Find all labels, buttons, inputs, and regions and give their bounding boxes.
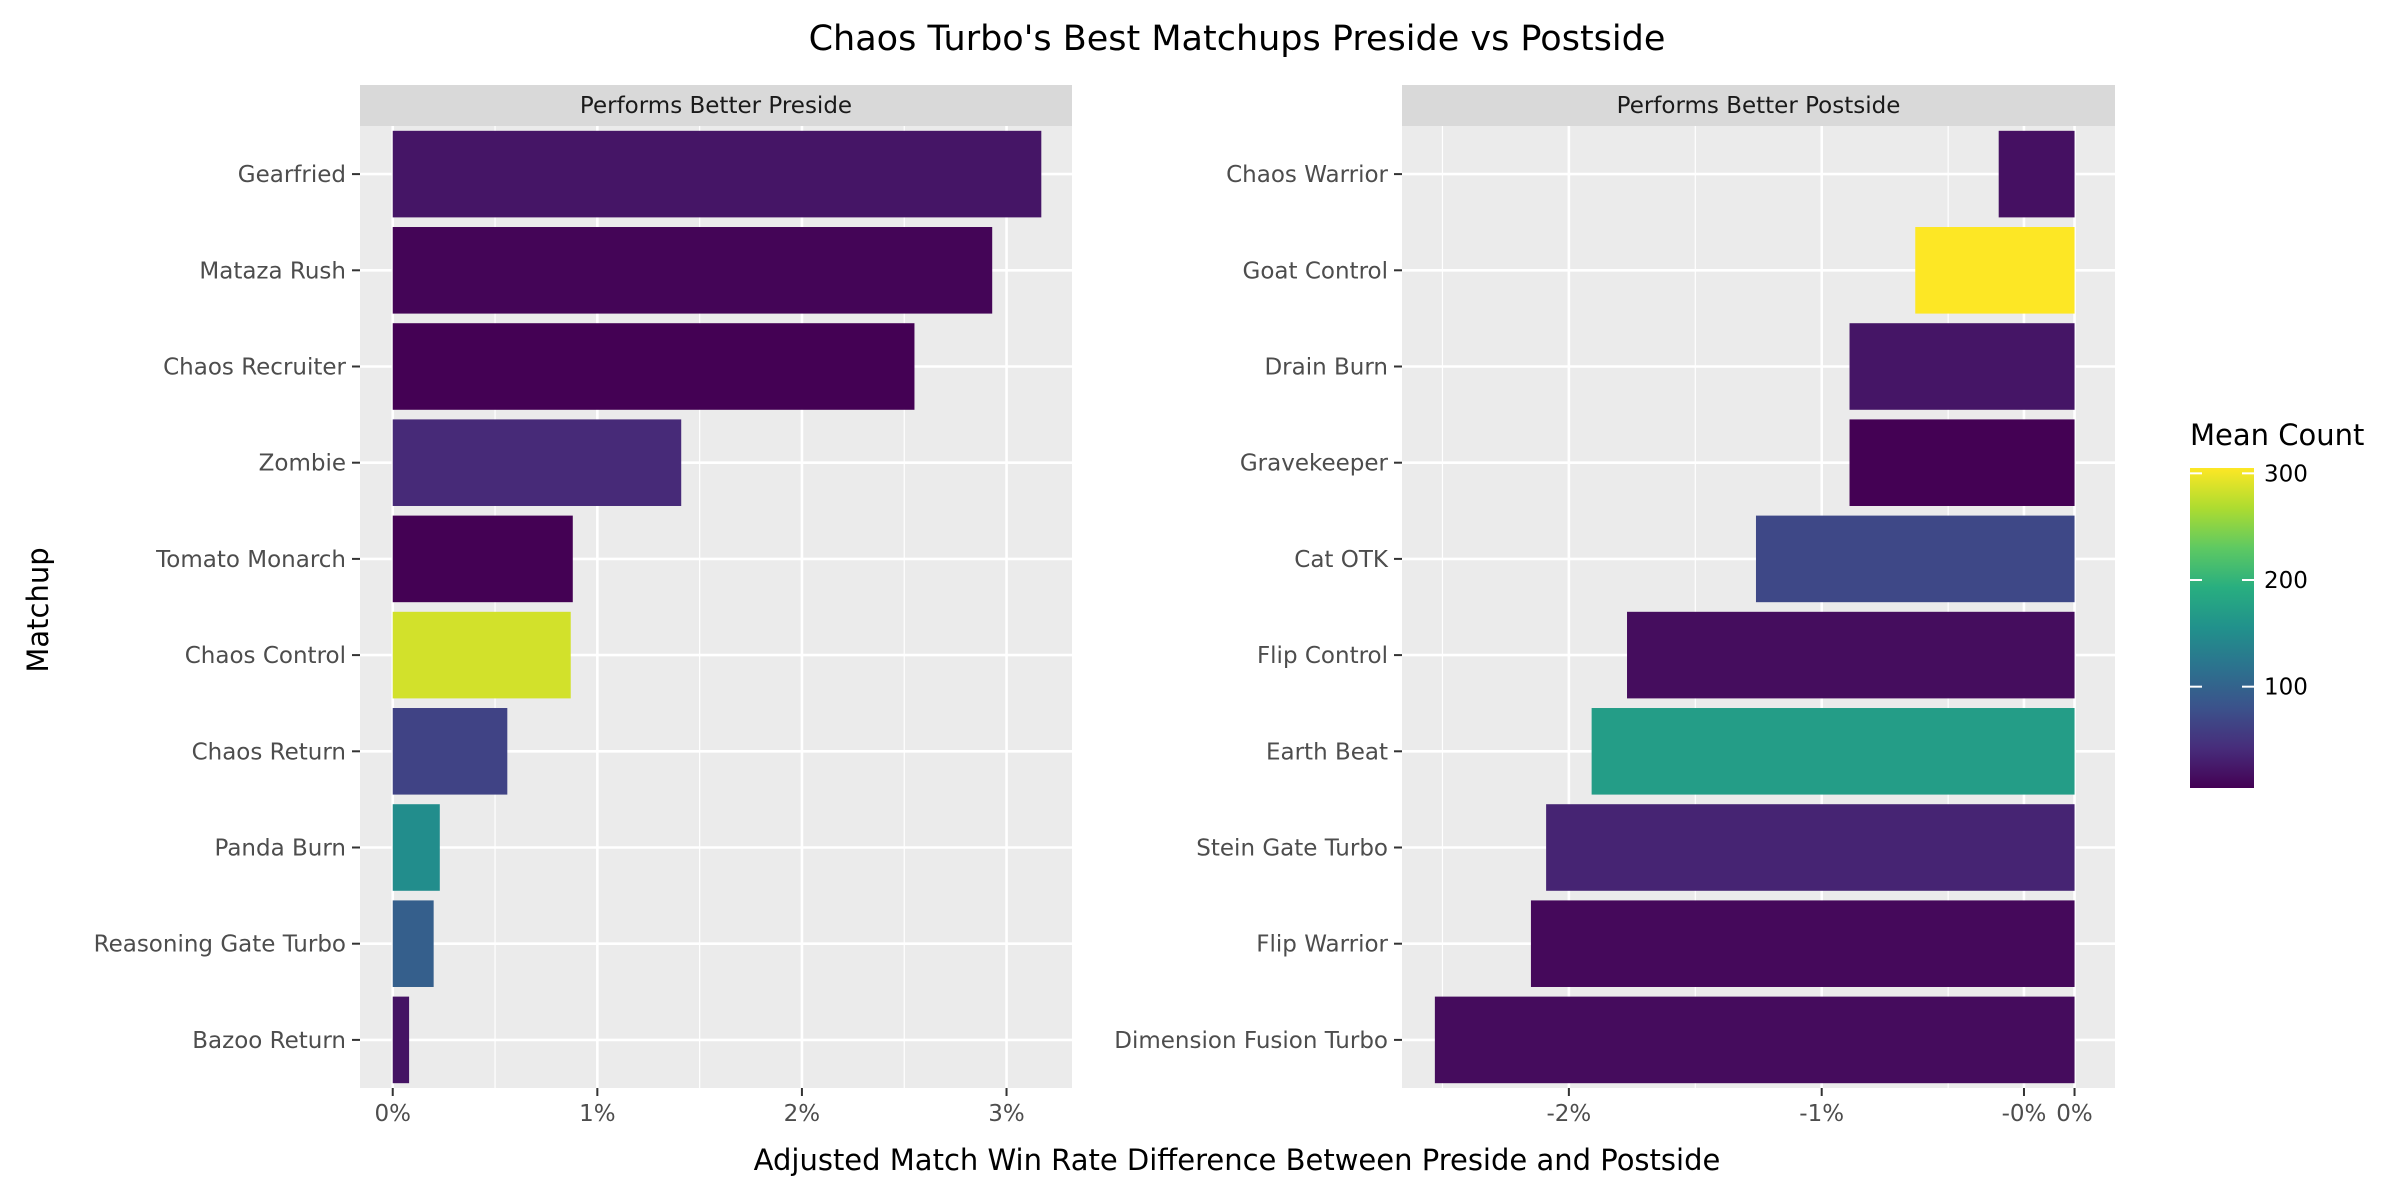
y-tick-label: Goat Control bbox=[1243, 258, 1388, 284]
x-tick-label: -2% bbox=[1546, 1101, 1591, 1127]
bar-tomato-monarch bbox=[392, 515, 573, 603]
legend-tick-label: 300 bbox=[2264, 461, 2308, 487]
bar-goat-control bbox=[1915, 227, 2075, 314]
bar-chaos-recruiter bbox=[392, 323, 915, 410]
bar-bazoo-return bbox=[392, 996, 410, 1084]
bar-chaos-control bbox=[392, 611, 571, 699]
bar-mataza-rush bbox=[392, 227, 993, 314]
chart-title: Chaos Turbo's Best Matchups Preside vs P… bbox=[809, 19, 1666, 59]
legend-title: Mean Count bbox=[2190, 418, 2364, 452]
y-tick-label: Flip Control bbox=[1257, 643, 1388, 669]
y-tick-label: Tomato Monarch bbox=[155, 547, 346, 573]
y-tick-label: Bazoo Return bbox=[192, 1028, 346, 1054]
bar-gravekeeper bbox=[1849, 419, 2075, 506]
y-tick-label: Gravekeeper bbox=[1240, 451, 1389, 477]
x-tick-label: 0% bbox=[2056, 1101, 2093, 1127]
x-tick-label: 3% bbox=[988, 1101, 1025, 1127]
y-tick-label: Drain Burn bbox=[1264, 355, 1388, 381]
bar-flip-control bbox=[1627, 611, 2075, 699]
y-tick-label: Chaos Return bbox=[192, 739, 346, 765]
y-tick-label: Chaos Control bbox=[185, 643, 346, 669]
y-tick-label: Cat OTK bbox=[1294, 547, 1389, 573]
y-tick-label: Reasoning Gate Turbo bbox=[94, 932, 346, 958]
y-tick-label: Gearfried bbox=[238, 162, 346, 188]
bar-chaos-warrior bbox=[1998, 130, 2075, 218]
bar-reasoning-gate-turbo bbox=[392, 900, 434, 987]
x-axis-label: Adjusted Match Win Rate Difference Betwe… bbox=[754, 1143, 1721, 1177]
legend-tick-label: 200 bbox=[2264, 568, 2308, 594]
bar-earth-beat bbox=[1591, 708, 2075, 795]
panel-performs-better-preside: Performs Better Preside Gearfried Mataza R… bbox=[94, 85, 1072, 1127]
legend-tick-label: 100 bbox=[2264, 675, 2308, 701]
panel-performs-better-postside: Performs Better Postside Chaos Warrior Goa… bbox=[1114, 85, 2115, 1127]
bar-panda-burn bbox=[392, 804, 440, 891]
x-tick-label: 1% bbox=[579, 1101, 616, 1127]
bar-chaos-return bbox=[392, 708, 508, 795]
y-tick-label: Chaos Recruiter bbox=[163, 355, 346, 381]
y-axis-label: Matchup bbox=[21, 547, 55, 672]
legend-colorbar bbox=[2190, 468, 2254, 788]
bar-gearfried bbox=[392, 130, 1042, 218]
panel-strip bbox=[360, 85, 1072, 126]
x-tick-label: -0% bbox=[2002, 1101, 2047, 1127]
y-tick-label: Earth Beat bbox=[1266, 739, 1388, 765]
bar-flip-warrior bbox=[1530, 900, 2075, 987]
y-tick-label: Mataza Rush bbox=[199, 258, 346, 284]
bar-stein-gate-turbo bbox=[1546, 804, 2075, 891]
panel-strip-label: Performs Better Preside bbox=[580, 93, 852, 119]
y-tick-label: Panda Burn bbox=[215, 836, 347, 862]
legend: Mean Count 100 200 300 bbox=[2190, 418, 2364, 788]
y-tick-label: Flip Warrior bbox=[1256, 932, 1388, 958]
panel-strip-label: Performs Better Postside bbox=[1617, 93, 1901, 119]
y-tick-label: Chaos Warrior bbox=[1226, 162, 1388, 188]
x-tick-label: 0% bbox=[374, 1101, 411, 1127]
x-tick-label: 2% bbox=[784, 1101, 821, 1127]
y-tick-label: Dimension Fusion Turbo bbox=[1114, 1028, 1388, 1054]
y-tick-label: Zombie bbox=[259, 451, 346, 477]
bar-cat-otk bbox=[1755, 515, 2075, 603]
panel-strip bbox=[1402, 85, 2115, 126]
bar-drain-burn bbox=[1849, 323, 2075, 410]
bar-zombie bbox=[392, 419, 682, 506]
bar-dimension-fusion-turbo bbox=[1434, 996, 2075, 1084]
y-tick-label: Stein Gate Turbo bbox=[1196, 836, 1388, 862]
x-tick-label: -1% bbox=[1799, 1101, 1844, 1127]
